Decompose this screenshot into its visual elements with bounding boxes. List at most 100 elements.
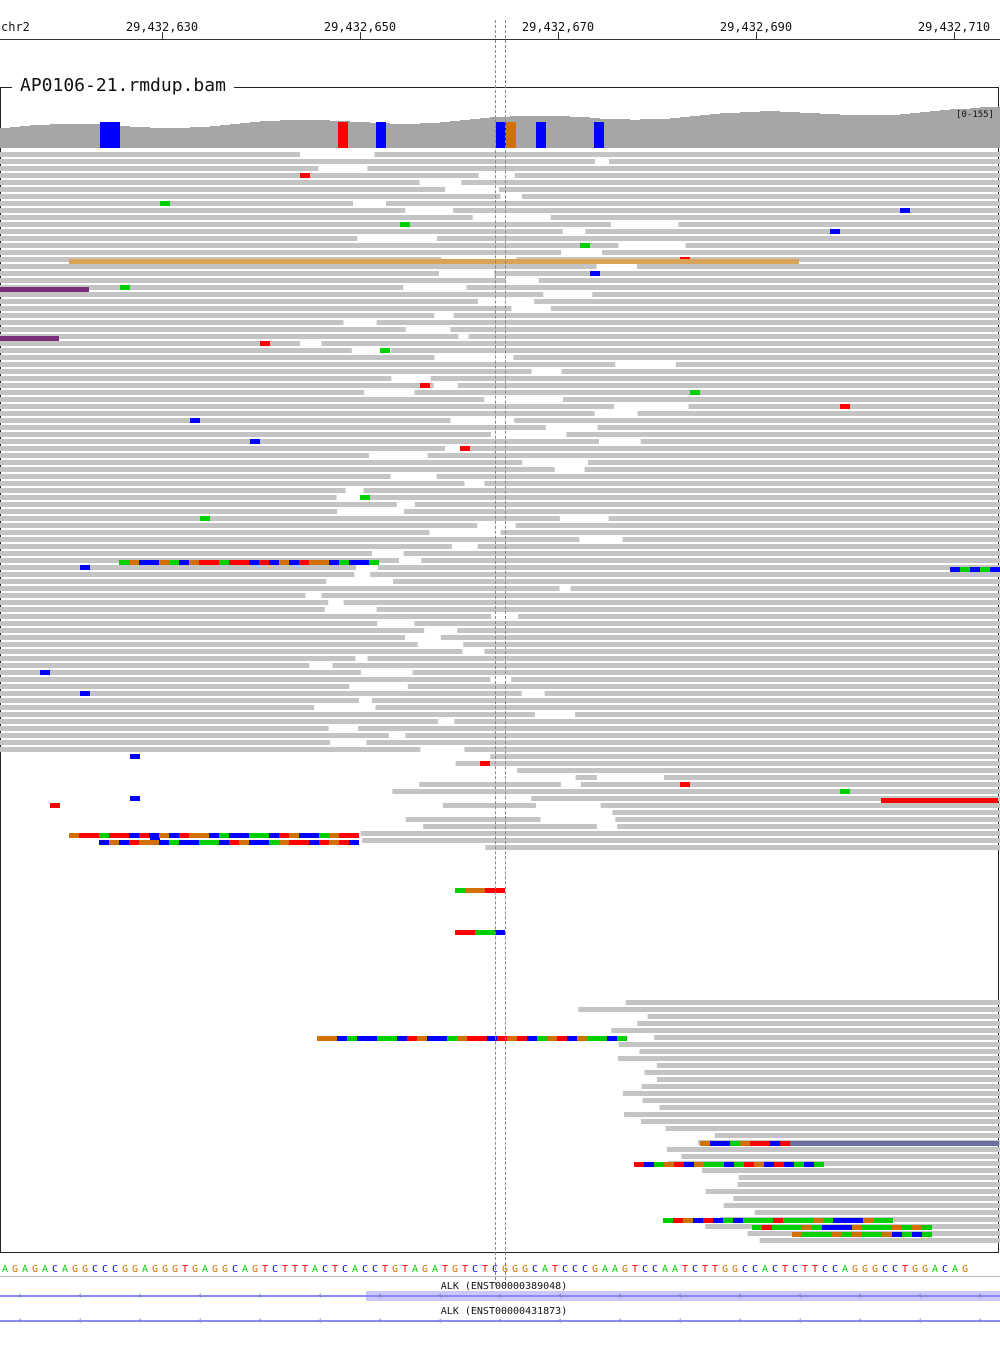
coverage-bar — [950, 109, 960, 148]
softclip-base — [139, 560, 149, 565]
coverage-bar — [680, 117, 690, 148]
aligned-read — [0, 628, 425, 633]
softclip-base — [912, 1232, 922, 1237]
coverage-bar — [280, 120, 290, 148]
aligned-read — [0, 180, 420, 185]
softclip-base — [607, 1036, 617, 1041]
strand-arrow-icon: ‹ — [256, 1290, 264, 1302]
ruler-tick — [558, 32, 559, 40]
aligned-read — [592, 292, 1000, 297]
reference-base: T — [781, 1264, 789, 1275]
coverage-bar — [840, 115, 850, 148]
coverage-bar — [160, 128, 170, 148]
mismatch-base — [300, 173, 310, 178]
aligned-read — [423, 824, 597, 829]
coverage-bar — [220, 125, 230, 148]
softclip-base — [309, 560, 319, 565]
strand-arrow-icon: ‹ — [136, 1290, 144, 1302]
aligned-read — [321, 341, 1000, 346]
aligned-read — [430, 376, 1000, 381]
reference-base: G — [251, 1264, 259, 1275]
aligned-read — [414, 390, 1000, 395]
strand-arrow-icon: ‹ — [376, 1290, 384, 1302]
aligned-read — [419, 782, 561, 787]
aligned-read — [0, 467, 555, 472]
coverage-bar — [330, 121, 340, 148]
softclip-base — [199, 833, 209, 838]
softclip-base — [129, 560, 139, 565]
gene-label[interactable]: ALK (ENST00000431873) — [440, 1306, 568, 1317]
coverage-bar — [140, 127, 150, 148]
softclip-base — [802, 1225, 812, 1230]
aligned-read — [455, 761, 1000, 766]
coverage-bar — [450, 121, 460, 148]
aligned-read — [513, 355, 1000, 360]
coverage-bar — [180, 128, 190, 148]
softclip-base — [853, 1218, 863, 1223]
coverage-mismatch-bar — [376, 122, 386, 148]
aligned-read — [450, 327, 1000, 332]
track-title[interactable]: AP0106-21.rmdup.bam — [12, 75, 234, 96]
softclip-base — [804, 1162, 814, 1167]
reference-base: C — [881, 1264, 889, 1275]
coverage-bar — [420, 123, 430, 148]
softclip-base — [465, 930, 475, 935]
aligned-read — [517, 768, 1000, 773]
reference-base: T — [331, 1264, 339, 1275]
aligned-read — [0, 418, 451, 423]
softclip-base — [495, 888, 505, 893]
aligned-read — [666, 1147, 1000, 1152]
aligned-read — [534, 299, 1000, 304]
reference-base: C — [531, 1264, 539, 1275]
softclip-base — [219, 833, 229, 838]
aligned-read — [705, 1189, 1000, 1194]
coverage-track[interactable] — [0, 0, 1000, 150]
reference-base: T — [551, 1264, 559, 1275]
reference-base: A — [351, 1264, 359, 1275]
softclip-base — [814, 1162, 824, 1167]
aligned-read — [737, 1182, 1000, 1187]
aligned-read — [0, 222, 611, 227]
softclip-base — [674, 1162, 684, 1167]
coverage-bar — [290, 120, 300, 148]
aligned-read — [0, 579, 327, 584]
softclip-base — [723, 1218, 733, 1223]
softclip-base — [319, 560, 329, 565]
discordant-read — [0, 336, 59, 341]
strand-arrow-icon: ‹ — [196, 1290, 204, 1302]
softclip-base — [587, 1036, 597, 1041]
strand-arrow-icon: ‹ — [256, 1315, 264, 1327]
reference-base: C — [821, 1264, 829, 1275]
reference-base: G — [421, 1264, 429, 1275]
aligned-read — [723, 1203, 1000, 1208]
softclip-base — [724, 1162, 734, 1167]
gene-label[interactable]: ALK (ENST00000389048) — [440, 1281, 568, 1292]
reference-base: C — [111, 1264, 119, 1275]
coverage-bar — [410, 124, 420, 148]
aligned-read — [0, 411, 595, 416]
softclip-base — [750, 1141, 760, 1146]
softclip-base — [249, 840, 259, 845]
coverage-bar — [910, 113, 920, 148]
softclip-base — [427, 1036, 437, 1041]
aligned-read — [484, 481, 1000, 486]
strand-arrow-icon: ‹ — [556, 1290, 564, 1302]
reference-base: G — [911, 1264, 919, 1275]
softclip-read — [881, 798, 998, 803]
softclip-base — [537, 1036, 547, 1041]
aligned-read — [414, 502, 1000, 507]
softclip-base — [734, 1162, 744, 1167]
coverage-bar — [720, 113, 730, 148]
reference-base: G — [391, 1264, 399, 1275]
aligned-read — [436, 474, 1000, 479]
reference-base: C — [471, 1264, 479, 1275]
reference-base: T — [261, 1264, 269, 1275]
softclip-base — [980, 567, 990, 572]
alignment-reads[interactable] — [0, 0, 1000, 1260]
strand-arrow-icon: ‹ — [376, 1315, 384, 1327]
coverage-bar — [980, 107, 990, 148]
aligned-read — [611, 1028, 1000, 1033]
softclip-base — [189, 833, 199, 838]
softclip-base — [823, 1218, 833, 1223]
genomic-ruler[interactable]: chr2 29,432,630 29,432,650 29,432,670 29… — [0, 0, 1000, 40]
